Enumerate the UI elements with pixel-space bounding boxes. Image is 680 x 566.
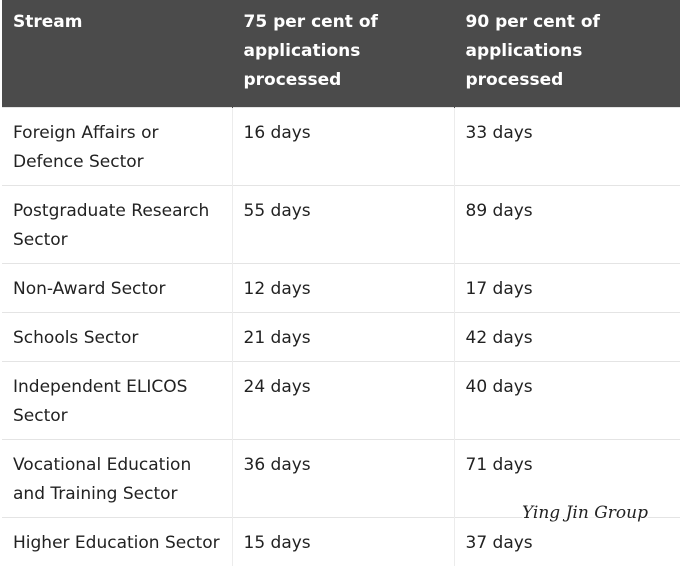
table-cell: 42 days <box>454 313 680 362</box>
table-cell: 15 days <box>232 518 454 566</box>
table-cell: 36 days <box>232 440 454 518</box>
table-cell: 55 days <box>232 186 454 264</box>
watermark: Ying Jin Group <box>522 503 648 523</box>
table-cell: Higher Education Sector <box>2 518 232 566</box>
table-cell: 16 days <box>232 108 454 186</box>
header-row: Stream 75 per cent of applications proce… <box>2 0 680 108</box>
table-cell: 21 days <box>232 313 454 362</box>
page: Stream 75 per cent of applications proce… <box>0 0 680 546</box>
header-cell: 75 per cent of applications processed <box>232 0 454 108</box>
header-text: Stream <box>13 8 163 37</box>
table-cell: 89 days <box>454 186 680 264</box>
table-cell: 40 days <box>454 362 680 440</box>
table-cell: Postgraduate Research Sector <box>2 186 232 264</box>
header-text: 75 per cent of applications processed <box>244 8 394 95</box>
table-cell: Non-Award Sector <box>2 264 232 313</box>
table-cell: 37 days <box>454 518 680 566</box>
table-cell: Vocational Education and Training Sector <box>2 440 232 518</box>
table-cell: 33 days <box>454 108 680 186</box>
header-cell: 90 per cent of applications processed <box>454 0 680 108</box>
table-cell: Independent ELICOS Sector <box>2 362 232 440</box>
table-cell: 24 days <box>232 362 454 440</box>
header-text: 90 per cent of applications processed <box>466 8 616 95</box>
header-cell: Stream <box>2 0 232 108</box>
table-cell: 12 days <box>232 264 454 313</box>
table-cell: 17 days <box>454 264 680 313</box>
table-cell: Schools Sector <box>2 313 232 362</box>
table-cell: Foreign Affairs or Defence Sector <box>2 108 232 186</box>
